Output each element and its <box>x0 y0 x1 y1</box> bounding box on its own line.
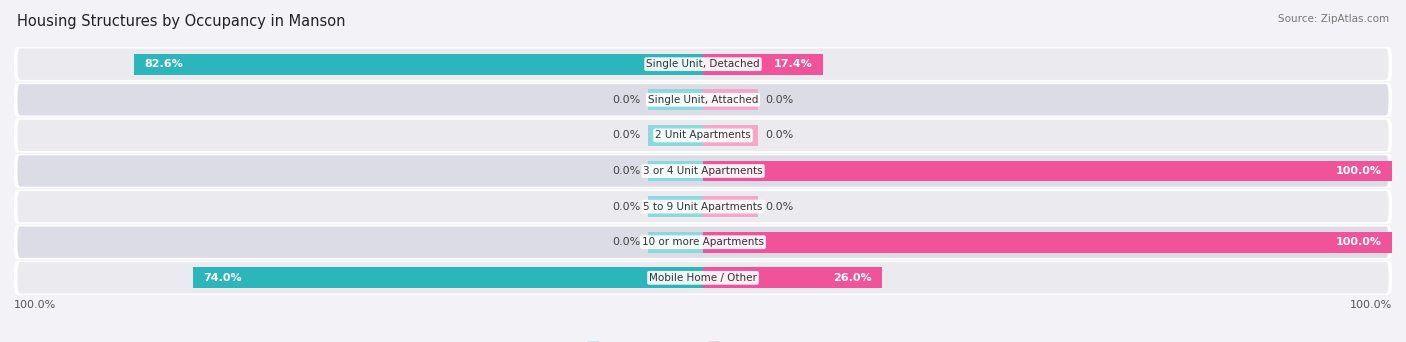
Bar <box>703 232 1392 252</box>
FancyBboxPatch shape <box>14 118 1392 153</box>
Text: Mobile Home / Other: Mobile Home / Other <box>650 273 756 283</box>
Text: Single Unit, Attached: Single Unit, Attached <box>648 95 758 105</box>
Text: 0.0%: 0.0% <box>613 166 641 176</box>
Bar <box>648 125 703 146</box>
Text: 100.0%: 100.0% <box>1336 237 1382 247</box>
Text: 100.0%: 100.0% <box>14 300 56 310</box>
Bar <box>648 90 703 110</box>
Text: 74.0%: 74.0% <box>204 273 242 283</box>
Bar <box>703 161 1392 181</box>
Text: 0.0%: 0.0% <box>613 130 641 141</box>
Bar <box>703 267 882 288</box>
Text: 0.0%: 0.0% <box>613 201 641 212</box>
Text: 0.0%: 0.0% <box>765 201 793 212</box>
Text: 5 to 9 Unit Apartments: 5 to 9 Unit Apartments <box>644 201 762 212</box>
FancyBboxPatch shape <box>14 225 1392 259</box>
Text: 3 or 4 Unit Apartments: 3 or 4 Unit Apartments <box>643 166 763 176</box>
Bar <box>648 196 703 217</box>
Bar <box>703 196 758 217</box>
Text: 26.0%: 26.0% <box>834 273 872 283</box>
Bar <box>648 161 703 181</box>
FancyBboxPatch shape <box>17 84 1389 116</box>
FancyBboxPatch shape <box>14 261 1392 295</box>
Text: 0.0%: 0.0% <box>613 95 641 105</box>
Text: 0.0%: 0.0% <box>765 95 793 105</box>
FancyBboxPatch shape <box>17 49 1389 80</box>
Bar <box>703 90 758 110</box>
FancyBboxPatch shape <box>17 262 1389 293</box>
Text: 82.6%: 82.6% <box>145 59 183 69</box>
Text: 0.0%: 0.0% <box>765 130 793 141</box>
FancyBboxPatch shape <box>14 189 1392 224</box>
Text: 17.4%: 17.4% <box>773 59 813 69</box>
FancyBboxPatch shape <box>17 155 1389 187</box>
Text: 2 Unit Apartments: 2 Unit Apartments <box>655 130 751 141</box>
FancyBboxPatch shape <box>17 120 1389 151</box>
Bar <box>703 125 758 146</box>
FancyBboxPatch shape <box>14 47 1392 81</box>
Text: 10 or more Apartments: 10 or more Apartments <box>643 237 763 247</box>
Text: 100.0%: 100.0% <box>1350 300 1392 310</box>
Text: Housing Structures by Occupancy in Manson: Housing Structures by Occupancy in Manso… <box>17 14 346 29</box>
FancyBboxPatch shape <box>17 191 1389 222</box>
Text: 100.0%: 100.0% <box>1336 166 1382 176</box>
Text: Source: ZipAtlas.com: Source: ZipAtlas.com <box>1278 14 1389 24</box>
FancyBboxPatch shape <box>14 83 1392 117</box>
FancyBboxPatch shape <box>14 154 1392 188</box>
Bar <box>703 54 823 75</box>
FancyBboxPatch shape <box>17 226 1389 258</box>
Bar <box>648 232 703 252</box>
Text: 0.0%: 0.0% <box>613 237 641 247</box>
Bar <box>193 267 703 288</box>
Bar <box>134 54 703 75</box>
Text: Single Unit, Detached: Single Unit, Detached <box>647 59 759 69</box>
